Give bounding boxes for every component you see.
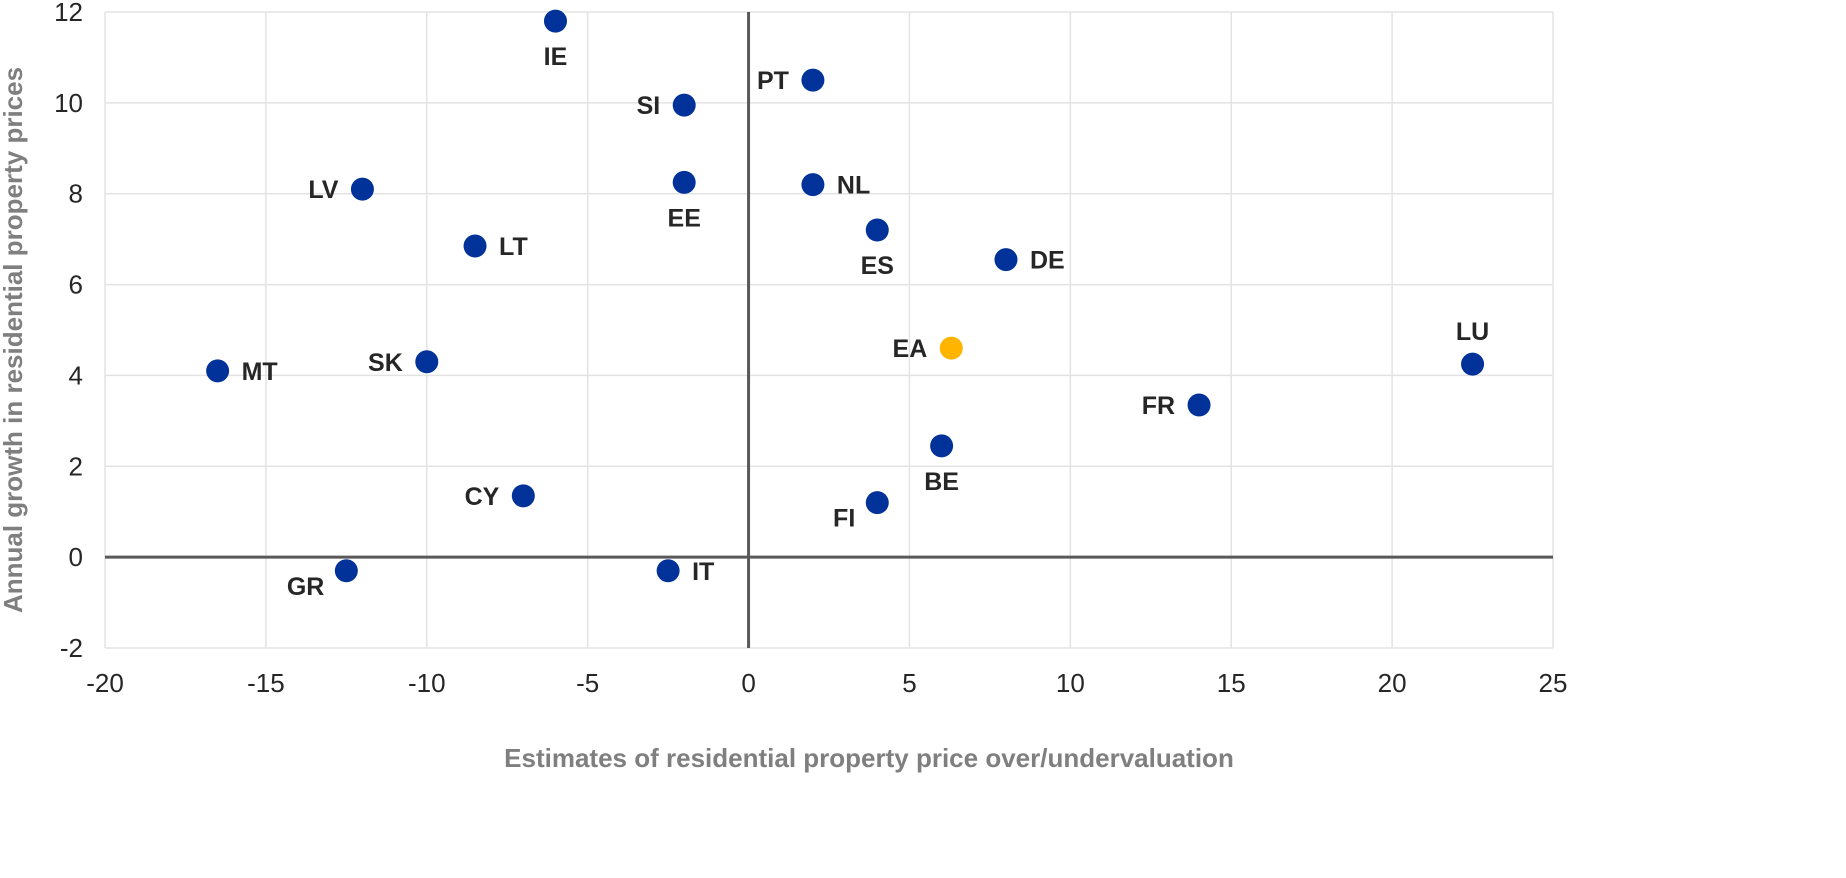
x-tick-label: 25 xyxy=(1539,668,1568,698)
data-point-be xyxy=(930,434,954,458)
x-tick-label: 10 xyxy=(1056,668,1085,698)
point-label-lt: LT xyxy=(499,233,528,261)
y-tick-label: 0 xyxy=(69,542,83,572)
y-tick-label: 12 xyxy=(54,0,83,27)
x-tick-label: -15 xyxy=(247,668,285,698)
x-axis-title: Estimates of residential property price … xyxy=(504,743,1234,773)
data-point-ee xyxy=(672,170,696,194)
data-point-lt xyxy=(463,234,487,258)
point-label-it: IT xyxy=(692,558,714,586)
data-point-fr xyxy=(1187,393,1211,417)
point-label-cy: CY xyxy=(465,483,500,511)
data-point-it xyxy=(656,559,680,583)
point-label-be: BE xyxy=(924,468,959,496)
point-label-si: SI xyxy=(637,92,661,120)
data-point-es xyxy=(865,218,889,242)
point-label-de: DE xyxy=(1030,247,1065,275)
x-tick-label: 0 xyxy=(741,668,755,698)
data-point-si xyxy=(672,93,696,117)
data-point-sk xyxy=(415,350,439,374)
point-labels: IE PT SI LV EE NL LT ES DE EA LU MT SK FR BE CY FI GR IT xyxy=(242,43,1490,601)
point-label-ee: EE xyxy=(668,204,701,232)
point-label-fr: FR xyxy=(1142,392,1175,420)
data-point-lu xyxy=(1461,352,1485,376)
data-point-lv xyxy=(350,177,374,201)
y-tick-label: 2 xyxy=(69,451,83,481)
x-tick-label: 5 xyxy=(902,668,916,698)
y-tick-label: 8 xyxy=(69,179,83,209)
x-tick-label: -5 xyxy=(576,668,599,698)
data-point-ie xyxy=(543,9,567,33)
point-label-ea: EA xyxy=(893,335,928,363)
data-point-cy xyxy=(511,484,535,508)
zero-axes xyxy=(105,12,1553,648)
data-point-nl xyxy=(801,173,825,197)
point-label-sk: SK xyxy=(368,349,403,377)
point-label-fi: FI xyxy=(833,505,855,533)
point-label-nl: NL xyxy=(837,172,870,200)
x-tick-label: 15 xyxy=(1217,668,1246,698)
point-label-mt: MT xyxy=(242,358,278,386)
point-label-pt: PT xyxy=(757,67,789,95)
point-label-lu: LU xyxy=(1456,318,1489,346)
point-label-ie: IE xyxy=(544,43,568,71)
data-point-fi xyxy=(865,491,889,515)
x-tick-label: -20 xyxy=(86,668,124,698)
point-label-es: ES xyxy=(861,252,894,280)
data-point-de xyxy=(994,248,1018,272)
data-points xyxy=(206,9,1485,583)
grid-lines xyxy=(104,11,1554,649)
y-axis-title: Annual growth in residential property pr… xyxy=(0,67,28,613)
x-tick-label: -10 xyxy=(408,668,446,698)
y-tick-label: 6 xyxy=(69,270,83,300)
x-tick-label: 20 xyxy=(1378,668,1407,698)
point-label-lv: LV xyxy=(308,176,338,204)
y-tick-label: -2 xyxy=(60,633,83,663)
data-point-ea xyxy=(939,336,963,360)
data-point-pt xyxy=(801,68,825,92)
point-label-gr: GR xyxy=(287,573,325,601)
data-point-gr xyxy=(334,559,358,583)
y-tick-label: 4 xyxy=(69,360,83,390)
data-point-mt xyxy=(206,359,230,383)
y-tick-label: 10 xyxy=(54,88,83,118)
